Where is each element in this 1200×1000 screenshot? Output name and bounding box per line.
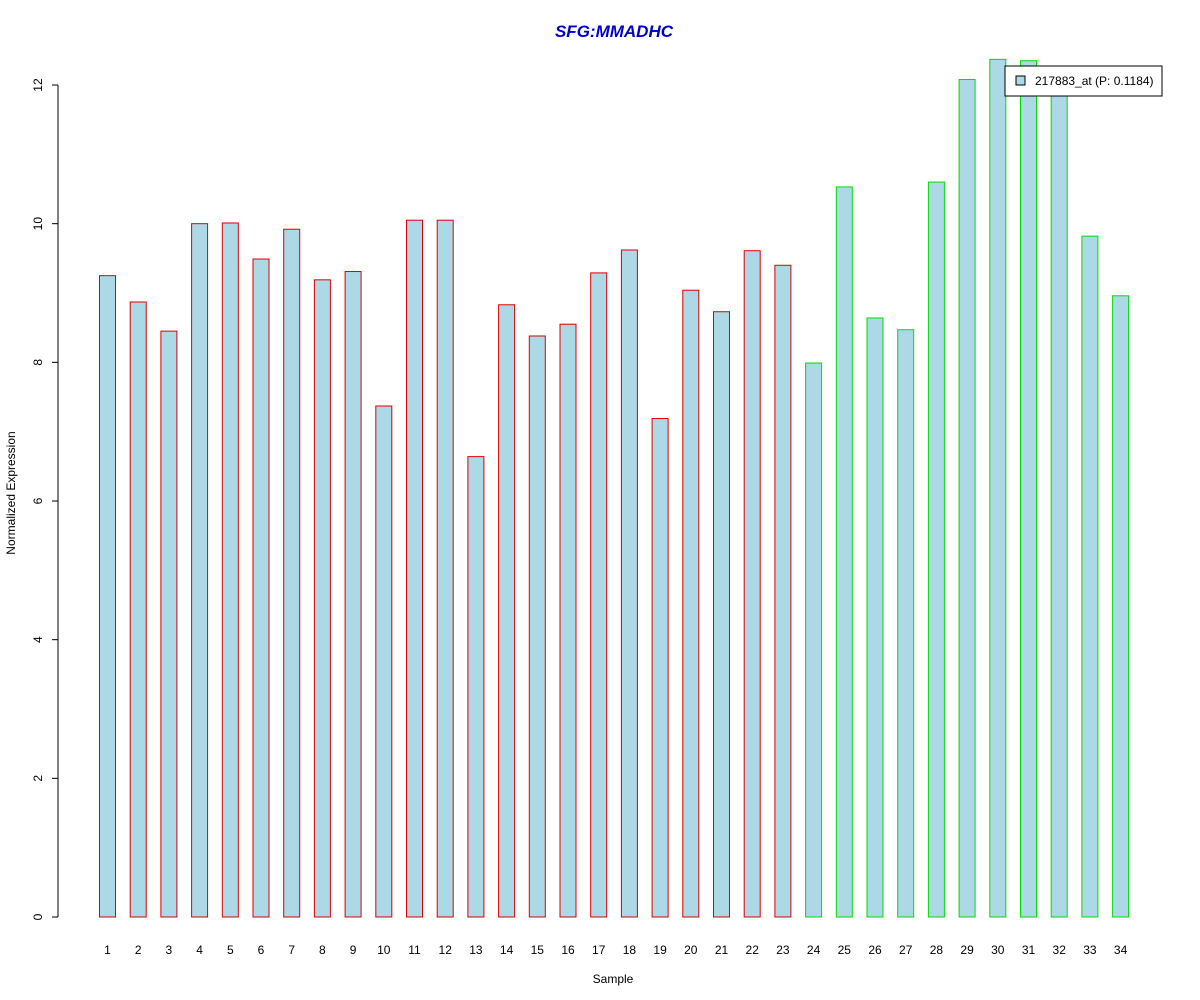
bars	[99, 58, 1130, 918]
x-tick-label: 12	[439, 943, 453, 957]
legend-label: 217883_at (P: 0.1184)	[1035, 74, 1154, 88]
x-tick-label: 1	[104, 943, 111, 957]
x-axis-label: Sample	[593, 972, 634, 986]
x-tick-label: 32	[1053, 943, 1067, 957]
bar	[283, 228, 301, 918]
y-axis: 0 2 4 6 8 10 12	[31, 78, 59, 920]
y-tick-label: 2	[31, 775, 45, 782]
bar	[1112, 295, 1130, 918]
bar	[651, 417, 669, 918]
legend-swatch	[1015, 75, 1026, 86]
x-tick-label: 29	[960, 943, 974, 957]
bar	[406, 219, 423, 918]
bar	[958, 78, 976, 918]
y-tick-label: 4	[31, 636, 45, 643]
bar	[805, 362, 823, 918]
bar	[191, 223, 209, 918]
chart-title: SFG:MMADHC	[555, 22, 674, 41]
x-tick-label: 3	[166, 943, 173, 957]
y-tick-label: 6	[31, 497, 45, 504]
bar	[927, 181, 945, 918]
x-tick-label: 9	[350, 943, 357, 957]
x-tick-label: 17	[592, 943, 606, 957]
bar	[835, 186, 853, 918]
x-tick-label: 28	[930, 943, 944, 957]
bar	[221, 222, 239, 918]
bar	[528, 335, 546, 918]
bar	[160, 330, 178, 918]
x-tick-label: 23	[776, 943, 790, 957]
bar	[1020, 60, 1037, 918]
x-tick-label: 18	[623, 943, 637, 957]
bar	[866, 317, 884, 918]
x-tick-label: 26	[868, 943, 882, 957]
x-axis-tick-labels: 1 2 3 4 5 6 7 8 9 10 11 12 13 14 15 16 17 18 19 20 21 22 23 24 2…	[104, 943, 1127, 957]
y-tick-label: 10	[31, 217, 45, 231]
x-tick-label: 20	[684, 943, 698, 957]
x-tick-label: 33	[1083, 943, 1097, 957]
y-tick-label: 12	[31, 78, 45, 92]
y-axis-label: Normalized Expression	[4, 431, 18, 554]
bar	[713, 311, 730, 918]
bar	[682, 289, 700, 918]
bar	[313, 279, 331, 918]
bar	[344, 271, 362, 918]
x-tick-label: 30	[991, 943, 1005, 957]
bar	[375, 405, 393, 918]
x-tick-label: 25	[838, 943, 852, 957]
x-tick-label: 34	[1114, 943, 1128, 957]
bar	[467, 456, 485, 918]
bar	[498, 304, 516, 918]
x-tick-label: 6	[258, 943, 265, 957]
x-tick-label: 21	[715, 943, 729, 957]
bar	[1050, 84, 1068, 918]
x-tick-label: 31	[1022, 943, 1036, 957]
bar	[559, 323, 577, 918]
bar	[252, 258, 270, 918]
bar	[436, 219, 454, 918]
bar	[620, 249, 638, 918]
x-tick-label: 16	[561, 943, 575, 957]
bar	[897, 329, 915, 918]
bar	[590, 272, 608, 918]
bar	[989, 58, 1007, 918]
legend-box	[1004, 65, 1163, 97]
bar	[774, 264, 792, 918]
x-tick-label: 8	[319, 943, 326, 957]
x-tick-label: 24	[807, 943, 821, 957]
legend: 217883_at (P: 0.1184)	[1004, 65, 1163, 97]
y-tick-label: 0	[31, 913, 45, 920]
x-tick-label: 5	[227, 943, 234, 957]
bar	[99, 275, 116, 918]
x-tick-label: 2	[135, 943, 142, 957]
bar	[743, 250, 761, 918]
x-tick-label: 14	[500, 943, 514, 957]
bar	[129, 301, 147, 918]
x-tick-label: 11	[408, 943, 421, 957]
y-tick-label: 8	[31, 359, 45, 366]
x-tick-label: 19	[653, 943, 667, 957]
x-tick-label: 7	[288, 943, 295, 957]
x-tick-label: 4	[196, 943, 203, 957]
bar	[1081, 235, 1099, 918]
x-tick-label: 10	[377, 943, 391, 957]
x-tick-label: 13	[469, 943, 483, 957]
x-tick-label: 22	[746, 943, 760, 957]
x-tick-label: 15	[531, 943, 545, 957]
x-tick-label: 27	[899, 943, 913, 957]
